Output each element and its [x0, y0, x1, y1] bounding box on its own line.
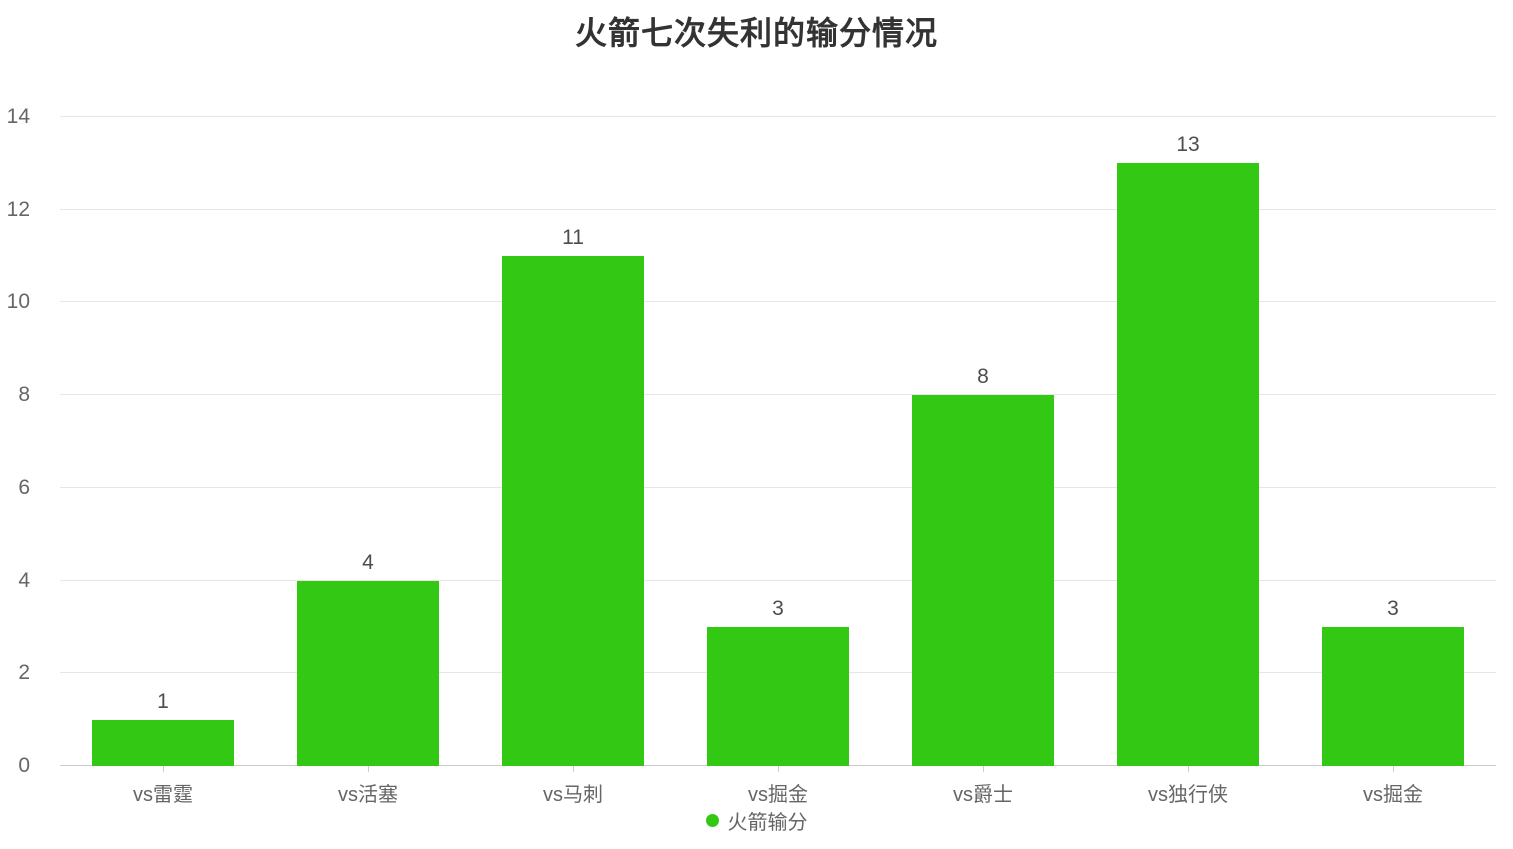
bar[interactable]	[707, 627, 849, 766]
x-axis-tick	[368, 766, 369, 772]
y-tick-label: 0	[18, 754, 30, 777]
bar-value-label: 8	[977, 365, 989, 388]
x-axis-tick	[1188, 766, 1189, 772]
x-tick-label: vs活塞	[338, 784, 398, 806]
y-tick-label: 14	[6, 105, 30, 128]
chart-title: 火箭七次失利的输分情况	[574, 15, 938, 51]
x-tick-label: vs独行侠	[1148, 784, 1228, 806]
gridline	[60, 579, 1496, 581]
y-tick-label: 4	[18, 568, 30, 592]
x-axis-tick	[1393, 766, 1394, 772]
gridline	[60, 116, 1496, 117]
gridline	[60, 301, 1496, 303]
legend-label: 火箭输分	[727, 812, 808, 834]
legend-item[interactable]: 火箭输分	[0, 806, 1513, 835]
bar-value-label: 1	[157, 690, 169, 713]
bar[interactable]	[502, 256, 644, 766]
x-tick-label: vs雷霆	[133, 784, 193, 806]
bar-value-label: 3	[772, 597, 784, 620]
bar-value-label: 4	[362, 551, 374, 574]
x-tick-label: vs马刺	[543, 784, 603, 806]
gridline	[60, 394, 1496, 396]
y-tick-label: 12	[6, 197, 30, 221]
y-tick-label: 2	[18, 661, 30, 685]
bar[interactable]	[1322, 627, 1464, 766]
bar[interactable]	[297, 581, 439, 766]
bar[interactable]	[1117, 163, 1259, 766]
bar[interactable]	[912, 395, 1054, 766]
bar-value-label: 13	[1176, 133, 1200, 156]
y-tick-label: 10	[6, 290, 30, 314]
x-axis-tick	[778, 766, 779, 772]
y-tick-label: 8	[18, 383, 30, 407]
plot-area: 0 2 4 6 8 10 12 14 1 vs雷霆 4 vs活塞 11 vs马刺 3 vs掘金 8 vs爵士 13 v…	[7, 105, 1496, 806]
x-tick-label: vs掘金	[748, 784, 808, 806]
y-tick-label: 6	[18, 475, 30, 499]
bar-value-label: 3	[1387, 597, 1399, 620]
x-axis-tick	[983, 766, 984, 772]
bar[interactable]	[92, 720, 234, 766]
gridline	[60, 208, 1496, 210]
bar-value-label: 11	[562, 226, 584, 249]
gridline	[60, 486, 1496, 488]
x-tick-label: vs爵士	[953, 784, 1013, 806]
x-axis-tick	[573, 766, 574, 772]
x-tick-label: vs掘金	[1363, 784, 1423, 806]
x-axis-tick	[163, 766, 164, 772]
legend-marker-icon	[705, 814, 719, 827]
